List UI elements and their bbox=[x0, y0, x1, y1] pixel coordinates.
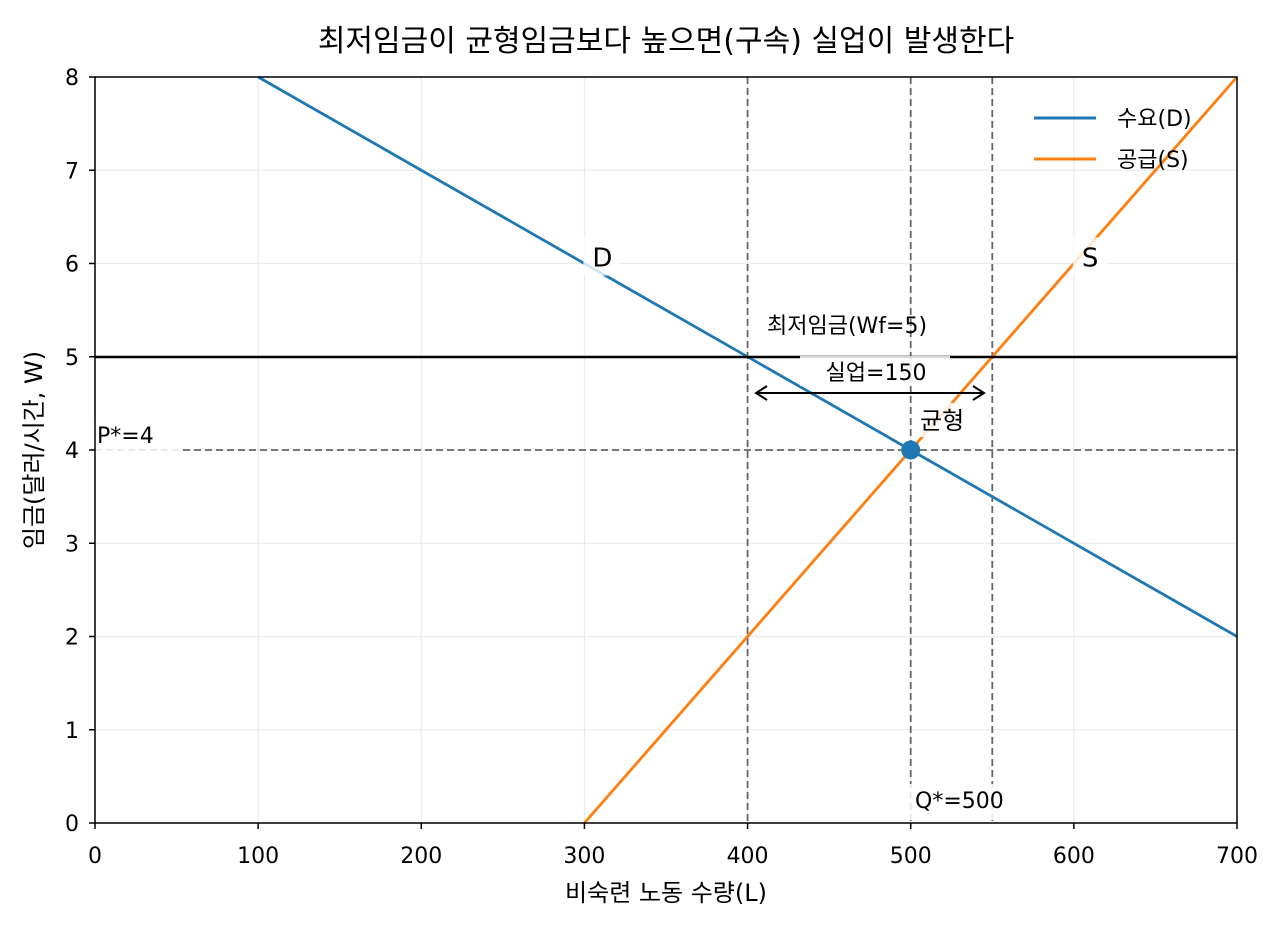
y-tick-label: 8 bbox=[65, 66, 79, 91]
curve-label: D bbox=[592, 244, 612, 274]
legend-label: 수요(D) bbox=[1117, 107, 1192, 132]
minimum-wage-label: 최저임금(Wf=5) bbox=[767, 314, 927, 339]
y-tick-label: 4 bbox=[65, 439, 79, 464]
reference-lines bbox=[95, 77, 1237, 823]
x-tick-label: 200 bbox=[400, 844, 442, 869]
y-tick-label: 6 bbox=[65, 253, 79, 278]
x-tick-label: 300 bbox=[563, 844, 605, 869]
y-tick-label: 7 bbox=[65, 159, 79, 184]
price-label: P*=4 bbox=[97, 424, 154, 449]
equilibrium-label-bg bbox=[914, 403, 984, 437]
annotations: 최저임금(Wf=5) 실업=150 균형 P*=4 Q*=500 bbox=[90, 314, 1029, 820]
x-tick-label: 0 bbox=[88, 844, 102, 869]
y-tick-label: 1 bbox=[65, 719, 79, 744]
curve-label-bg bbox=[1072, 237, 1109, 276]
equilibrium-label: 균형 bbox=[920, 407, 964, 435]
unemployment-label-bg bbox=[800, 356, 950, 386]
curve-label-bg bbox=[583, 237, 620, 276]
legend-label: 공급(S) bbox=[1117, 148, 1189, 173]
x-tick-label: 500 bbox=[890, 844, 932, 869]
axis-ticks: 0 100 200 300 400 500 600 700 0 1 2 3 4 5 6 7 8 bbox=[65, 66, 1258, 869]
x-tick-label: 100 bbox=[237, 844, 279, 869]
arrow-head-right bbox=[972, 385, 986, 401]
x-tick-label: 600 bbox=[1053, 844, 1095, 869]
y-tick-label: 2 bbox=[65, 626, 79, 651]
chart-title: 최저임금이 균형임금보다 높으면(구속) 실업이 발생한다 bbox=[318, 24, 1014, 59]
x-axis-label: 비숙련 노동 수량(L) bbox=[565, 879, 767, 907]
y-tick-label: 0 bbox=[65, 812, 79, 837]
y-tick-label: 5 bbox=[65, 346, 79, 371]
x-tick-label: 400 bbox=[727, 844, 769, 869]
x-tick-label: 700 bbox=[1216, 844, 1258, 869]
quantity-label: Q*=500 bbox=[915, 789, 1004, 814]
curve-label: S bbox=[1082, 244, 1099, 274]
y-tick-label: 3 bbox=[65, 532, 79, 557]
legend: 수요(D) 공급(S) bbox=[1034, 107, 1192, 173]
equilibrium-point bbox=[901, 440, 921, 460]
quantity-label-bg bbox=[903, 784, 1029, 820]
arrow-head-left bbox=[754, 385, 768, 401]
unemployment-label: 실업=150 bbox=[826, 361, 927, 386]
y-axis-label: 임금(달러/시간, W) bbox=[20, 351, 48, 549]
price-label-bg bbox=[90, 420, 180, 456]
